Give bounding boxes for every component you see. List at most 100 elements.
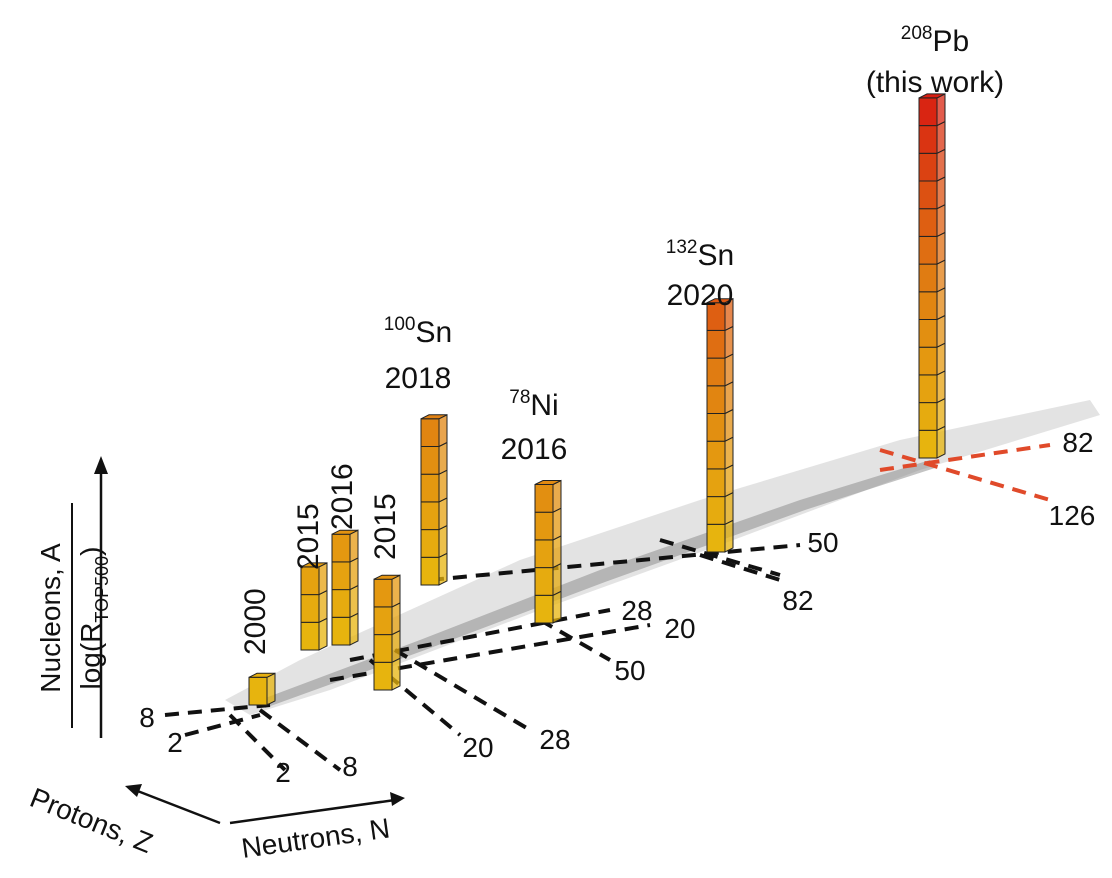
cube <box>706 357 726 387</box>
proton-axis-arrowhead <box>125 784 142 797</box>
proton-line-2 <box>184 713 261 737</box>
bar-top <box>420 414 448 420</box>
neutron-tick-82: 82 <box>782 585 813 616</box>
proton-tick-50: 50 <box>807 527 838 558</box>
cube-side <box>936 397 946 432</box>
rotated-year-labels: 2016 2015 2015 2000 <box>239 463 402 655</box>
cube-side <box>724 464 734 498</box>
cube-side <box>391 602 401 636</box>
cube-side <box>724 436 734 470</box>
pb-label: 208Pb (this work) <box>866 23 1004 99</box>
bar-2016 <box>331 529 359 646</box>
neutron-tick-8: 8 <box>342 751 358 782</box>
cube <box>706 413 726 442</box>
proton-line-50 <box>429 543 801 582</box>
proton-tick-20: 20 <box>664 613 695 644</box>
sn132-year: 2020 <box>667 279 734 312</box>
cube-side <box>391 574 401 608</box>
cube <box>420 446 440 475</box>
pb-note: (this work) <box>866 66 1004 99</box>
cube-side <box>438 552 448 586</box>
pb-proton-82-line <box>879 443 1051 472</box>
svg-text:78Ni: 78Ni <box>509 387 558 422</box>
cube <box>918 374 938 404</box>
neutron-axis-arrowhead <box>390 792 405 806</box>
proton-tick-8: 8 <box>139 702 155 733</box>
bars <box>248 93 946 706</box>
year-label-2016: 2016 <box>326 463 359 530</box>
bar-top <box>534 480 562 485</box>
cube <box>420 473 440 503</box>
sn132-symbol: Sn <box>698 239 735 272</box>
cube-side <box>936 314 946 349</box>
year-label-2015-a: 2015 <box>292 503 325 570</box>
cube-side <box>552 590 562 624</box>
cube-side <box>349 557 359 591</box>
proton-axis: Protons, Z <box>26 782 221 859</box>
cube-side <box>552 507 562 541</box>
neutron-tick-50: 50 <box>614 655 645 686</box>
neutron-line-20 <box>368 658 462 737</box>
neutron-tick-labels: 2 8 20 28 50 82 126 <box>275 500 1095 788</box>
proton-tick-2: 2 <box>167 727 183 758</box>
neutron-line-50 <box>539 618 611 662</box>
bar-78Ni <box>534 479 562 624</box>
sn100-label: 100Sn 2018 <box>384 314 452 395</box>
bar-132Sn <box>706 297 734 553</box>
cube <box>331 616 351 646</box>
cube <box>373 578 393 608</box>
pb-neutron-126-line <box>879 448 1051 502</box>
bar-top <box>248 672 276 678</box>
cube-side <box>438 441 448 476</box>
cube-side <box>936 203 946 238</box>
proton-tick-82: 82 <box>1062 427 1093 458</box>
cube <box>918 263 938 293</box>
neutron-line-82 <box>699 553 781 582</box>
cube <box>918 235 938 265</box>
cube <box>420 501 440 531</box>
ni78-mass: 78 <box>509 387 530 408</box>
vertical-axis-arrowhead <box>94 456 108 474</box>
proton-line-82-z <box>659 538 781 577</box>
cube-side <box>936 286 946 321</box>
cube <box>373 606 393 636</box>
bar-top <box>300 562 328 568</box>
cube-side <box>349 612 359 646</box>
cube-side <box>724 325 734 359</box>
cube <box>534 594 554 624</box>
cube <box>918 346 938 376</box>
year-label-2015-b: 2015 <box>369 493 402 560</box>
bar-2015a <box>300 562 328 651</box>
cube <box>918 429 938 459</box>
cube-side <box>438 524 448 559</box>
proton-tick-28: 28 <box>621 595 652 626</box>
cube <box>918 180 938 210</box>
proton-line-28 <box>349 608 611 662</box>
cube <box>300 621 320 651</box>
proton-tick-labels: 2 8 20 28 50 82 <box>139 427 1093 758</box>
sn132-mass: 132 <box>666 237 698 258</box>
cube <box>706 523 726 553</box>
cube-side <box>936 342 946 376</box>
cube <box>706 496 726 525</box>
cube-side <box>438 413 448 448</box>
cube <box>534 484 554 513</box>
cube-side <box>552 562 562 597</box>
neutron-tick-126: 126 <box>1049 500 1096 531</box>
cube-side <box>552 479 562 514</box>
cube-side <box>724 353 734 387</box>
vertical-axis-close: ) <box>75 547 106 556</box>
svg-text:log(RTOP500): log(RTOP500) <box>75 547 112 690</box>
cube <box>706 385 726 414</box>
neutron-tick-2: 2 <box>275 757 291 788</box>
cube <box>331 589 351 618</box>
cube <box>918 208 938 237</box>
proton-line-8 <box>164 703 271 717</box>
cube-side <box>349 529 359 563</box>
cube <box>420 556 440 586</box>
magic-lines <box>164 538 801 772</box>
neutron-axis: Neutrons, N <box>229 792 405 864</box>
pb-symbol: Pb <box>933 25 970 58</box>
cube <box>373 634 393 663</box>
cube <box>918 291 938 320</box>
